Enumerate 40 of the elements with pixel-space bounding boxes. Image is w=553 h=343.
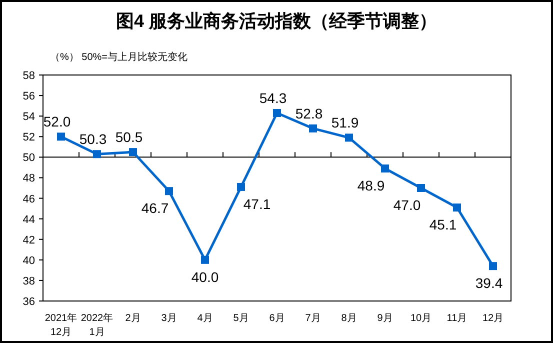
x-tick-label: 8月 <box>341 313 357 324</box>
data-label: 48.9 <box>357 177 385 194</box>
x-tick-label: 6月 <box>269 313 285 324</box>
x-tick-label: 2022年 1月 <box>80 312 114 338</box>
data-label: 40.0 <box>191 268 219 285</box>
data-label: 51.9 <box>331 114 359 131</box>
x-tick-label: 2月 <box>125 313 141 324</box>
x-tick-label: 11月 <box>446 313 468 324</box>
y-tick-label: 48 <box>22 172 35 185</box>
y-tick-label: 38 <box>22 275 35 288</box>
data-label: 52.8 <box>295 105 323 122</box>
y-tick-label: 58 <box>22 70 35 82</box>
y-tick-label: 46 <box>22 193 35 206</box>
data-label: 45.1 <box>429 216 457 233</box>
x-tick-label: 12月 <box>482 313 504 324</box>
chart-subtitle: （%） 50%=与上月比较无变化 <box>50 51 188 63</box>
data-label: 39.4 <box>475 275 503 292</box>
x-tick-label: 7月 <box>305 313 321 324</box>
x-tick-label: 3月 <box>161 313 177 324</box>
x-tick-label: 5月 <box>233 313 249 324</box>
y-tick-label: 56 <box>22 90 35 103</box>
data-label: 54.3 <box>259 90 287 106</box>
y-tick-label: 50 <box>22 152 35 164</box>
x-tick-label: 10月 <box>410 313 432 324</box>
data-label: 47.1 <box>243 196 271 212</box>
data-label: 52.0 <box>43 114 71 130</box>
x-tick-label: 4月 <box>197 313 213 324</box>
y-tick-label: 52 <box>22 132 35 144</box>
data-label: 46.7 <box>141 200 169 216</box>
x-tick-label: 2021年 12月 <box>44 312 78 338</box>
data-label: 50.5 <box>115 129 143 146</box>
y-tick-label: 44 <box>22 214 35 226</box>
y-tick-label: 40 <box>22 254 35 267</box>
x-tick-label: 9月 <box>377 313 393 324</box>
data-label: 50.3 <box>79 131 107 148</box>
y-tick-label: 42 <box>22 234 35 246</box>
y-tick-label: 36 <box>22 296 35 308</box>
chart-title: 图4 服务业商务活动指数（经季节调整） <box>116 11 438 31</box>
data-label: 47.0 <box>393 197 421 213</box>
y-tick-label: 54 <box>22 111 35 124</box>
